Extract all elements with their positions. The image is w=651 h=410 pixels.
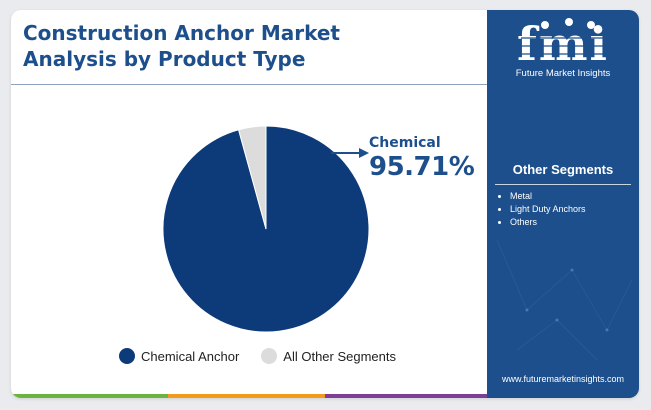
sidebar-panel: fmi Future Market Insights Other Segment… <box>487 10 639 398</box>
legend-swatch-all-other-segments <box>261 348 278 364</box>
segment-item: Light Duty Anchors <box>510 203 586 216</box>
fmi-logo: fmi <box>517 17 609 68</box>
segment-item: Metal <box>510 190 586 203</box>
logo-subtitle: Future Market Insights <box>515 68 611 79</box>
title-line-1: Construction Anchor Market <box>23 21 340 45</box>
legend-item-all-other-segments: All Other Segments <box>261 348 396 364</box>
other-segments-list: Metal Light Duty Anchors Others <box>495 190 586 229</box>
other-segments-heading: Other Segments <box>512 162 614 177</box>
title-divider <box>11 84 487 85</box>
sidebar-divider <box>495 184 631 185</box>
report-card: Construction Anchor Market Analysis by P… <box>11 10 639 398</box>
pie-chart <box>162 125 370 333</box>
callout-segment-value: 95.71% <box>369 152 475 182</box>
website-link[interactable]: www.futuremarketinsights.com <box>501 374 625 384</box>
sidebar-pattern <box>496 239 633 361</box>
bottom-accent-bar <box>11 394 487 398</box>
legend-label-all-other-segments: All Other Segments <box>283 348 396 364</box>
legend-swatch-chemical-anchor <box>119 348 135 364</box>
legend-label-chemical-anchor: Chemical Anchor <box>141 348 240 364</box>
callout-segment-name: Chemical <box>369 135 441 151</box>
pie-slice-all-other-segments <box>237 125 267 230</box>
chart-title: Construction Anchor Market Analysis by P… <box>23 20 463 72</box>
segment-item: Others <box>510 216 586 229</box>
legend-item-chemical-anchor: Chemical Anchor <box>119 348 239 364</box>
callout-arrow-icon <box>331 148 369 158</box>
chart-legend: Chemical Anchor All Other Segments <box>119 345 418 367</box>
title-line-2: Analysis by Product Type <box>23 47 306 71</box>
svg-text:fmi: fmi <box>517 17 609 68</box>
